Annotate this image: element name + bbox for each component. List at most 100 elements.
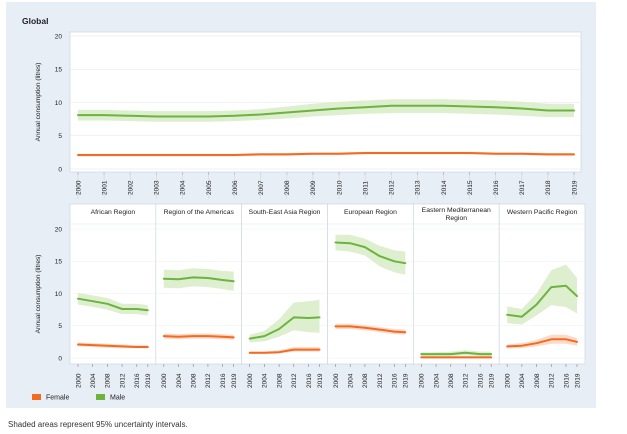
global-x-tick: 2004 <box>180 180 187 195</box>
regional-y-tick: 15 <box>55 259 63 266</box>
regional-y-tick: 10 <box>55 291 63 298</box>
region-x-tick: 2008 <box>534 373 541 388</box>
region-x-tick: 2008 <box>191 373 198 388</box>
global-x-tick: 2015 <box>467 180 474 195</box>
region-x-tick: 2016 <box>392 373 399 388</box>
region-x-tick: 2019 <box>231 373 238 388</box>
region-title: South-East Asia Region <box>249 209 321 216</box>
region-x-tick: 2012 <box>291 373 298 388</box>
legend-label-male: Male <box>110 395 125 402</box>
regional-y-axis-label: Annual consumption (litres) <box>35 255 42 334</box>
region-2-male-line <box>248 316 321 340</box>
region-x-tick: 2019 <box>317 373 324 388</box>
region-0-male-line <box>77 297 149 312</box>
region-x-tick: 2000 <box>75 373 82 388</box>
region-title: Region of the Americas <box>164 209 235 216</box>
global-female-line <box>77 152 575 156</box>
chart-panel: Global 0 5 10 15 20 2000 2001 2002 2003 2004 2005 20… <box>6 2 596 408</box>
region-title: Region <box>445 215 467 222</box>
region-x-tick: 2000 <box>161 373 168 388</box>
region-1-male-line <box>162 276 235 283</box>
footnote: Shaded areas represent 95% uncertainty i… <box>8 420 188 429</box>
region-0-female-line <box>77 343 149 348</box>
global-y-axis-label: Annual consumption (litres) <box>35 63 42 142</box>
region-x-tick: 2012 <box>205 373 212 388</box>
region-title: European Region <box>344 209 397 216</box>
region-x-tick: 2004 <box>519 373 526 388</box>
region-x-tick: 2012 <box>463 373 470 388</box>
region-1-female-line <box>162 335 235 339</box>
global-x-tick: 2000 <box>75 180 82 195</box>
region-x-tick: 2019 <box>145 373 152 388</box>
region-x-tick: 2019 <box>574 373 581 388</box>
region-x-tick: 2004 <box>90 373 97 388</box>
region-x-tick: 2008 <box>448 373 455 388</box>
region-x-tick: 2016 <box>134 373 141 388</box>
region-x-tick: 2008 <box>362 373 369 388</box>
region-panel <box>69 203 157 365</box>
region-x-tick: 2016 <box>220 373 227 388</box>
global-male-line <box>77 104 575 118</box>
region-x-tick: 2004 <box>262 373 269 388</box>
region-x-tick: 2000 <box>419 373 426 388</box>
region-3-male-line <box>334 241 407 265</box>
region-2-male-band <box>249 299 320 343</box>
global-x-tick: 2005 <box>206 180 213 195</box>
regional-y-tick: 0 <box>58 355 62 362</box>
region-x-tick: 2000 <box>333 373 340 388</box>
global-x-tick: 2008 <box>284 180 291 195</box>
region-x-tick: 2004 <box>348 373 355 388</box>
global-title: Global <box>22 16 48 26</box>
legend-swatch-female <box>32 394 41 400</box>
global-y-tick: 15 <box>55 67 63 74</box>
region-x-tick: 2012 <box>119 373 126 388</box>
global-x-tick: 2001 <box>101 180 108 195</box>
global-x-tick: 2014 <box>441 180 448 195</box>
region-title: Eastern Mediterranean <box>422 207 491 214</box>
region-x-tick: 2016 <box>477 373 484 388</box>
region-title: African Region <box>91 209 136 216</box>
global-x-tick: 2017 <box>519 180 526 195</box>
global-x-tick: 2019 <box>571 180 578 195</box>
region-5-male-line <box>506 284 578 318</box>
region-title: Western Pacific Region <box>507 209 578 216</box>
global-x-tick: 2012 <box>389 180 396 195</box>
global-x-tick: 2007 <box>258 180 265 195</box>
global-y-tick: 10 <box>55 100 63 107</box>
global-x-tick: 2006 <box>232 180 239 195</box>
region-5-male-band <box>507 264 577 325</box>
region-panel <box>413 203 500 365</box>
global-x-tick: 2011 <box>363 181 370 195</box>
region-x-tick: 2008 <box>276 373 283 388</box>
region-x-tick: 2019 <box>403 373 410 388</box>
region-x-tick: 2004 <box>176 373 183 388</box>
region-x-tick: 2004 <box>433 373 440 388</box>
regional-y-tick: 5 <box>58 323 62 330</box>
global-x-tick: 2003 <box>154 180 161 195</box>
legend-label-female: Female <box>46 395 69 402</box>
region-x-tick: 2000 <box>247 373 254 388</box>
region-3-female-line <box>334 325 407 334</box>
region-1-male-band <box>163 268 234 291</box>
region-5-female-line <box>506 338 578 348</box>
global-y-tick: 5 <box>58 133 62 140</box>
region-2-female-line <box>248 348 321 354</box>
regional-y-tick: 20 <box>55 226 63 233</box>
global-y-tick: 0 <box>58 166 62 173</box>
region-x-tick: 2016 <box>306 373 313 388</box>
legend-swatch-male <box>96 394 105 400</box>
region-x-tick: 2000 <box>505 373 512 388</box>
region-x-tick: 2012 <box>549 373 556 388</box>
global-x-tick: 2016 <box>493 180 500 195</box>
region-x-tick: 2008 <box>105 373 112 388</box>
region-panel <box>327 203 414 365</box>
global-x-tick: 2002 <box>128 180 135 195</box>
global-y-tick: 20 <box>55 33 63 40</box>
region-x-tick: 2016 <box>563 373 570 388</box>
global-x-tick: 2013 <box>415 180 422 195</box>
global-x-tick: 2010 <box>336 180 343 195</box>
region-4-male-line <box>420 351 493 356</box>
global-x-tick: 2009 <box>310 180 317 195</box>
region-x-tick: 2019 <box>489 373 496 388</box>
